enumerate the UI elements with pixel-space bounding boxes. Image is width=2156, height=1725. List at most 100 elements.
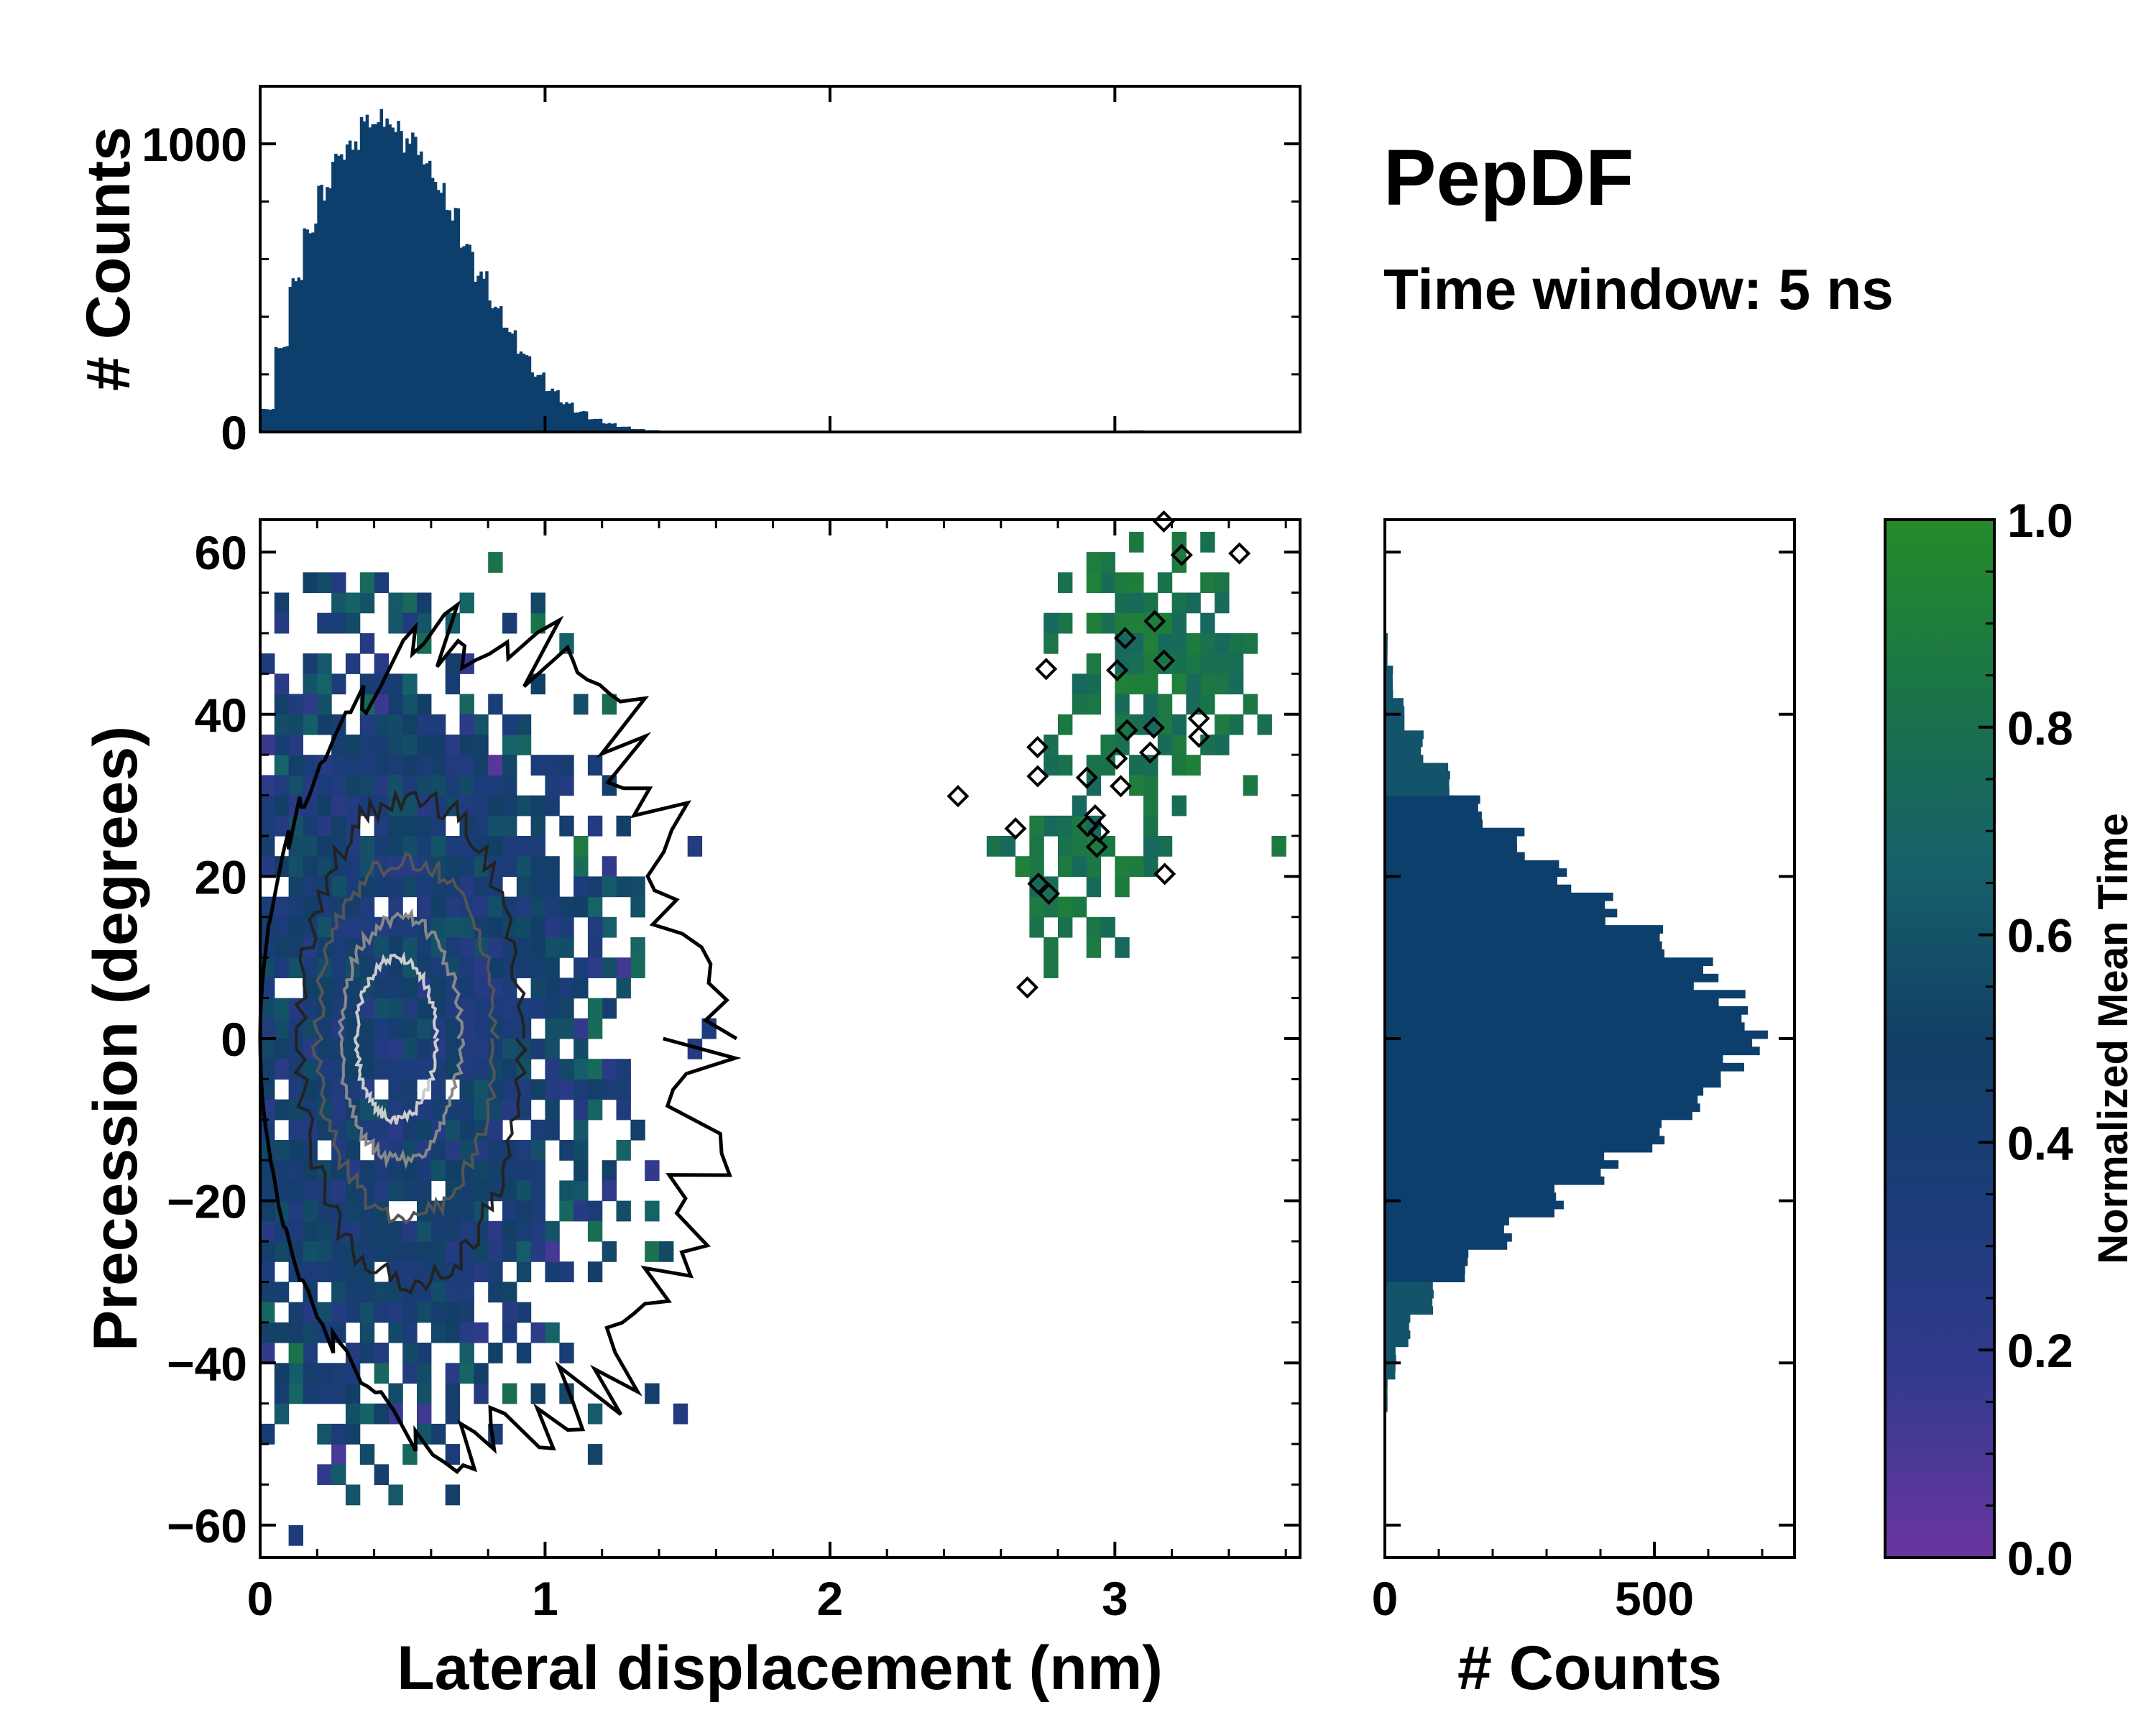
heatmap-cell (573, 1119, 589, 1141)
top-histogram-bar (445, 210, 449, 432)
heatmap-cell (303, 836, 318, 857)
heatmap-cell (474, 998, 489, 1019)
heatmap-cell (359, 1444, 375, 1465)
top-histogram-bar (497, 308, 500, 432)
top-histogram-bar (348, 140, 352, 432)
heatmap-cell (545, 795, 560, 816)
heatmap-cell (317, 916, 332, 938)
top-histogram-bar (265, 409, 270, 432)
heatmap-cell (417, 775, 432, 796)
heatmap-cell (645, 1160, 660, 1181)
right-histogram-bar (1385, 1062, 1744, 1072)
heatmap-cell (417, 1099, 432, 1121)
heatmap-cell (474, 1322, 489, 1343)
heatmap-cell (260, 998, 275, 1019)
heatmap-cell (616, 1099, 631, 1121)
heatmap-cell (260, 1200, 275, 1222)
right-histogram-bar (1385, 1314, 1411, 1323)
heatmap-cell (331, 1383, 346, 1404)
top-histogram-bar (579, 411, 583, 432)
heatmap-cell (1157, 694, 1173, 715)
heatmap-cell (573, 1059, 589, 1080)
main-xlabel: Lateral displacement (nm) (397, 1634, 1163, 1703)
heatmap-cell (288, 836, 303, 857)
heatmap-cell (345, 876, 361, 898)
heatmap-cell (1115, 876, 1130, 898)
heatmap-cell (459, 998, 474, 1019)
heatmap-cell (402, 1302, 418, 1323)
heatmap-cell (530, 1383, 545, 1404)
heatmap-cell (317, 1363, 332, 1384)
heatmap-cell (388, 1079, 403, 1100)
heatmap-cell (545, 1220, 560, 1242)
top-histogram-bar (382, 126, 386, 432)
heatmap-cell (417, 998, 432, 1019)
heatmap-cell (1100, 572, 1115, 594)
heatmap-cell (559, 775, 574, 796)
heatmap-cell (260, 836, 275, 857)
heatmap-cell (331, 815, 346, 837)
heatmap-cell (659, 1241, 674, 1262)
top-histogram-bar (308, 233, 312, 432)
heatmap-cell (602, 916, 617, 938)
heatmap-cell (331, 592, 346, 614)
heatmap-cell (274, 612, 290, 634)
right-histogram-bar (1385, 673, 1393, 683)
heatmap-cell (402, 815, 418, 837)
heatmap-cell (616, 1140, 631, 1161)
heatmap-cell (359, 876, 375, 898)
top-histogram-bar (522, 354, 526, 432)
heatmap-cell (359, 755, 375, 776)
heatmap-cell (1171, 632, 1187, 654)
heatmap-cell (388, 714, 403, 735)
top-histogram-bar (494, 306, 497, 432)
heatmap-cell (459, 592, 474, 614)
heatmap-cell (474, 1220, 489, 1242)
heatmap-cell (374, 836, 389, 857)
heatmap-cell (388, 1282, 403, 1303)
top-histogram-frame (259, 85, 1302, 433)
heatmap-cell (1129, 531, 1144, 553)
heatmap-cell (402, 1018, 418, 1039)
heatmap-cell (388, 1302, 403, 1323)
heatmap-cell (430, 916, 446, 938)
right-histogram-bar (1385, 1355, 1396, 1363)
contour-line (1115, 719, 1138, 742)
heatmap-cell (303, 815, 318, 837)
right-histogram-bar (1385, 1046, 1760, 1056)
heatmap-cell (502, 1079, 517, 1100)
heatmap-cell (359, 632, 375, 654)
heatmap-cell (388, 1119, 403, 1141)
heatmap-cell (530, 998, 545, 1019)
heatmap-cell (616, 1200, 631, 1222)
heatmap-cell (303, 1220, 318, 1242)
figure-subtitle: Time window: 5 ns (1383, 257, 1894, 321)
top-histogram-bar (374, 124, 378, 433)
right-histogram-bar (1385, 876, 1557, 886)
heatmap-cell (545, 978, 560, 999)
heatmap-cell (445, 1282, 461, 1303)
heatmap-cell (417, 1302, 432, 1323)
heatmap-cell (573, 1200, 589, 1222)
heatmap-cell (430, 1099, 446, 1121)
y-tick-label: −40 (167, 1337, 247, 1390)
right-histogram-bar (1385, 1095, 1698, 1104)
heatmap-cell (345, 735, 361, 755)
colorbar-tick-label: 0.2 (2007, 1324, 2073, 1377)
right-histogram-bar (1385, 1184, 1554, 1193)
heatmap-cell (445, 856, 461, 877)
heatmap-cell (587, 937, 603, 958)
top-histogram-bar (604, 423, 609, 432)
heatmap-cell (530, 1160, 545, 1181)
heatmap-cell (1086, 775, 1102, 796)
right-histogram-bar (1385, 1192, 1557, 1202)
heatmap-cell (474, 1099, 489, 1121)
heatmap-cell (502, 1220, 517, 1242)
top-histogram-bar (414, 137, 418, 433)
top-histogram-bar (576, 412, 580, 432)
heatmap-cell (430, 1220, 446, 1242)
contour-line (1142, 716, 1165, 740)
heatmap-cell (303, 653, 318, 674)
heatmap-cell (345, 1423, 361, 1445)
heatmap-cell (374, 1282, 389, 1303)
